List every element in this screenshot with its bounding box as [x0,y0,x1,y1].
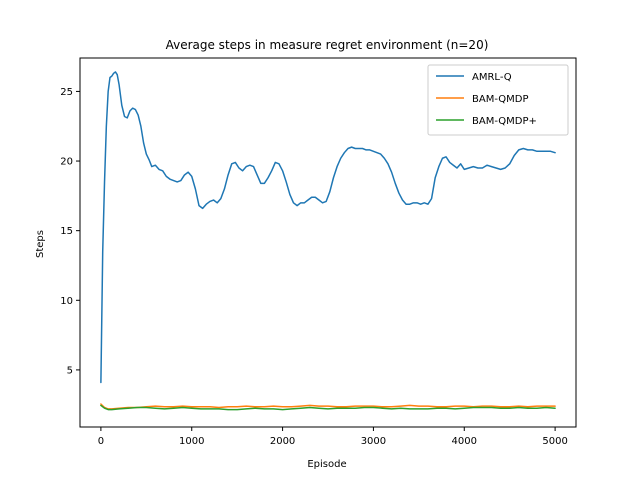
chart-title: Average steps in measure regret environm… [166,38,489,52]
legend-box [427,64,569,136]
series-line-2 [100,404,556,411]
y-tick-label-2: 15 [60,226,73,237]
y-tick-label-3: 20 [60,157,73,168]
x-tick-label-0: 0 [98,436,104,447]
x-tick-label-2: 2000 [270,436,295,447]
y-tick-label-1: 10 [60,296,73,307]
y-tick-label-0: 5 [67,365,73,376]
x-tick-label-5: 5000 [542,436,567,447]
plot-frame [79,57,577,428]
series-line-1 [100,403,556,410]
legend-label-1: BAM-QMDP [472,94,529,105]
x-tick-label-1: 1000 [179,436,204,447]
series-line-0 [100,71,556,384]
axis-ticks: 0 1000 2000 3000 4000 5000 5 10 15 20 25 [60,87,568,447]
legend-label-2: BAM-QMDP+ [472,116,537,127]
legend: AMRL-Q BAM-QMDP BAM-QMDP+ [427,64,569,136]
y-axis-title: Steps [35,230,46,258]
legend-label-0: AMRL-Q [472,72,512,83]
plot-area [100,71,556,411]
x-tick-label-4: 4000 [452,436,477,447]
x-tick-label-3: 3000 [361,436,386,447]
x-axis-title: Episode [307,459,346,470]
y-tick-label-4: 25 [60,87,73,98]
